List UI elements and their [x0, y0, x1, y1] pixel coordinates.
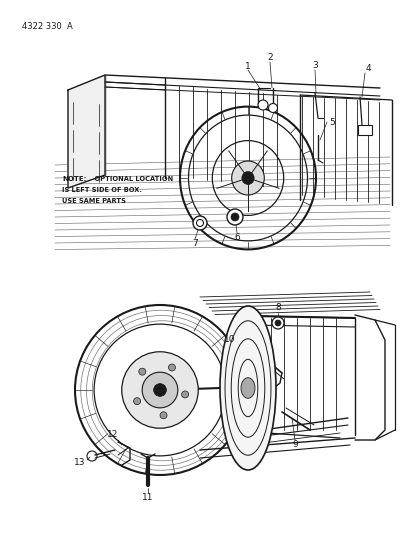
- Circle shape: [196, 220, 203, 227]
- Circle shape: [257, 100, 267, 110]
- Circle shape: [193, 216, 207, 230]
- Ellipse shape: [241, 172, 254, 184]
- Bar: [357, 125, 371, 135]
- Text: IS LEFT SIDE OF BOX.: IS LEFT SIDE OF BOX.: [62, 187, 142, 193]
- Circle shape: [274, 320, 280, 326]
- Text: 11: 11: [142, 494, 153, 503]
- Circle shape: [139, 368, 146, 375]
- Ellipse shape: [153, 384, 166, 397]
- Text: 1: 1: [245, 61, 250, 70]
- Text: USE SAME PARTS: USE SAME PARTS: [62, 198, 126, 204]
- Text: 12: 12: [107, 431, 118, 440]
- Ellipse shape: [220, 306, 275, 470]
- Text: 6: 6: [234, 232, 239, 241]
- Circle shape: [230, 213, 238, 221]
- Ellipse shape: [240, 378, 254, 398]
- Polygon shape: [68, 75, 105, 188]
- Text: 13: 13: [74, 458, 85, 467]
- Text: 4: 4: [364, 63, 370, 72]
- Text: 5: 5: [328, 117, 334, 126]
- Text: 3: 3: [311, 61, 317, 69]
- Circle shape: [168, 364, 175, 371]
- Text: 8: 8: [274, 303, 280, 312]
- Ellipse shape: [142, 372, 178, 408]
- Text: NOTE:: NOTE:: [62, 176, 86, 182]
- Circle shape: [181, 391, 188, 398]
- Ellipse shape: [231, 161, 264, 195]
- Text: 10: 10: [224, 335, 235, 344]
- Circle shape: [133, 398, 140, 405]
- Circle shape: [227, 209, 243, 225]
- Circle shape: [268, 103, 277, 112]
- Text: 9: 9: [291, 440, 297, 449]
- Text: 2: 2: [267, 52, 272, 61]
- Circle shape: [271, 317, 283, 329]
- Text: 4322 330  A: 4322 330 A: [22, 22, 72, 31]
- Text: OPTIONAL LOCATION: OPTIONAL LOCATION: [90, 176, 173, 182]
- Ellipse shape: [121, 352, 198, 428]
- Text: 7: 7: [192, 238, 198, 247]
- Circle shape: [160, 412, 166, 419]
